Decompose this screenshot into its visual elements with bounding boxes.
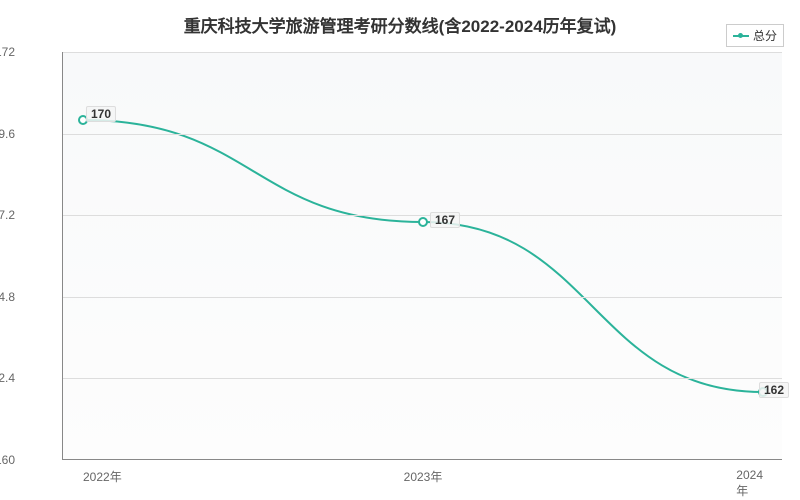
gridline (63, 378, 782, 379)
data-label: 167 (430, 212, 460, 228)
data-label: 170 (86, 106, 116, 122)
gridline (63, 297, 782, 298)
gridline (63, 134, 782, 135)
line-layer (63, 52, 783, 460)
y-tick-label: 162.4 (0, 371, 15, 385)
data-marker (419, 218, 427, 226)
x-tick-label: 2024年 (736, 468, 763, 499)
gridline (63, 215, 782, 216)
legend-label: 总分 (753, 27, 777, 44)
y-tick-label: 167.2 (0, 208, 15, 222)
data-label: 162 (759, 382, 789, 398)
y-tick-label: 160 (0, 453, 15, 467)
x-tick-label: 2022年 (83, 468, 122, 485)
plot-area: 160162.4164.8167.2169.61722022年2023年2024… (62, 52, 782, 460)
x-tick-label: 2023年 (404, 468, 443, 485)
y-tick-label: 169.6 (0, 127, 15, 141)
legend-swatch (733, 35, 749, 37)
chart-container: 重庆科技大学旅游管理考研分数线(含2022-2024历年复试) 总分 16016… (0, 0, 800, 500)
legend: 总分 (726, 24, 784, 47)
gridline (63, 52, 782, 53)
chart-title: 重庆科技大学旅游管理考研分数线(含2022-2024历年复试) (0, 12, 800, 37)
y-tick-label: 164.8 (0, 290, 15, 304)
y-tick-label: 172 (0, 45, 15, 59)
series-line (83, 120, 763, 392)
